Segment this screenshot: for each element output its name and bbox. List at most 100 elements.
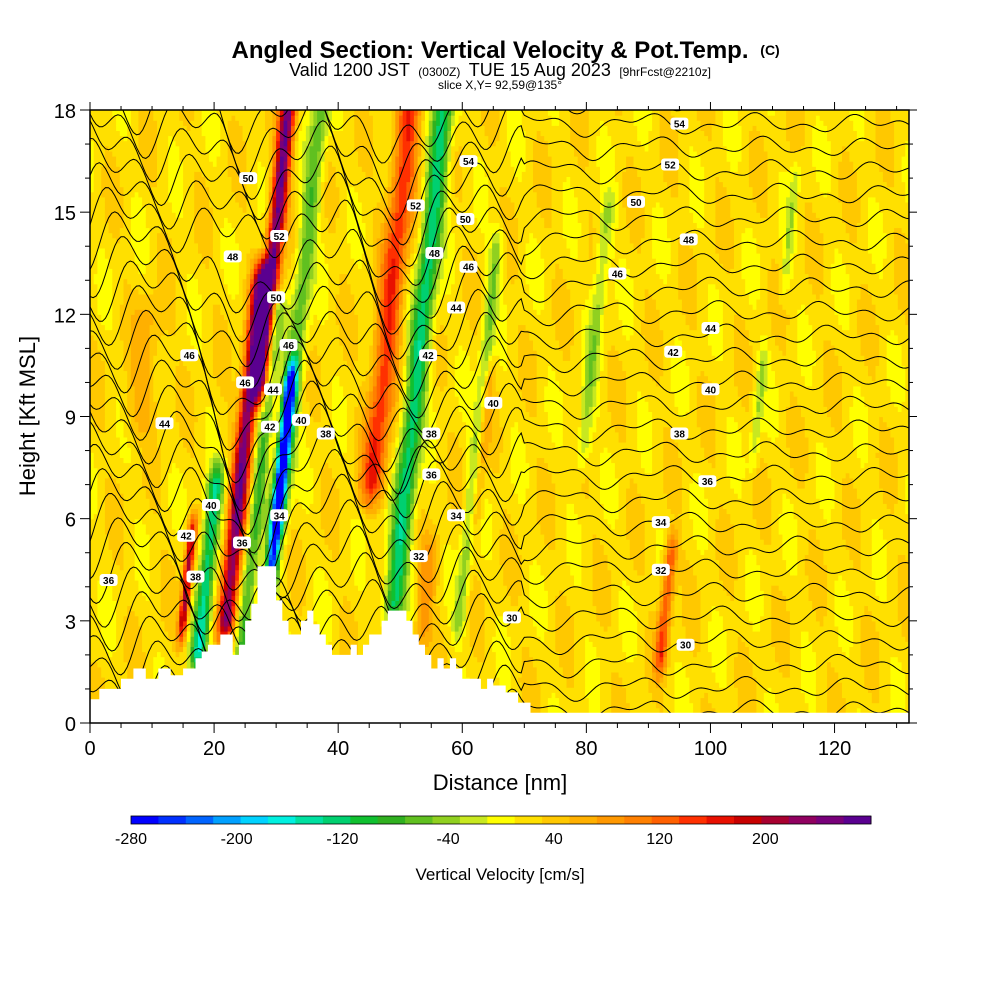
velocity-cell — [142, 191, 147, 198]
velocity-cell — [179, 339, 184, 346]
velocity-cell — [168, 656, 173, 663]
velocity-cell — [112, 539, 117, 545]
velocity-cell — [127, 186, 132, 193]
velocity-cell — [104, 186, 110, 193]
velocity-cell — [216, 391, 221, 397]
velocity-cell — [90, 452, 95, 458]
velocity-cell — [220, 171, 225, 177]
velocity-cell — [238, 391, 244, 397]
velocity-cell — [149, 431, 154, 438]
velocity-cell — [212, 176, 218, 183]
velocity-cell — [168, 406, 173, 412]
velocity-cell — [101, 513, 106, 520]
velocity-cell — [164, 482, 169, 489]
velocity-cell — [142, 253, 147, 259]
velocity-cell — [90, 472, 95, 479]
velocity-cell — [130, 120, 136, 126]
velocity-cell — [231, 314, 236, 320]
velocity-cell — [220, 406, 225, 412]
velocity-cell — [112, 385, 117, 392]
velocity-cell — [130, 406, 136, 412]
velocity-cell — [227, 528, 232, 535]
velocity-cell — [183, 574, 188, 581]
velocity-cell — [142, 523, 147, 530]
velocity-cell — [123, 339, 128, 346]
velocity-cell — [231, 513, 236, 520]
velocity-cell — [216, 110, 221, 116]
velocity-cell — [149, 559, 154, 566]
velocity-cell — [190, 442, 195, 448]
velocity-cell — [190, 396, 195, 402]
velocity-cell — [119, 329, 125, 336]
velocity-cell — [123, 488, 128, 494]
velocity-cell — [201, 237, 206, 244]
velocity-cell — [168, 268, 173, 275]
velocity-cell — [119, 559, 125, 566]
velocity-cell — [123, 564, 128, 571]
velocity-cell — [179, 671, 184, 678]
velocity-cell — [242, 605, 247, 612]
velocity-cell — [145, 447, 151, 453]
velocity-cell — [168, 580, 173, 586]
velocity-cell — [242, 631, 247, 637]
velocity-cell — [157, 625, 162, 632]
velocity-cell — [97, 569, 102, 576]
velocity-cell — [194, 156, 199, 162]
velocity-cell — [157, 656, 162, 663]
velocity-cell — [224, 140, 229, 147]
velocity-cell — [97, 110, 102, 116]
velocity-cell — [116, 631, 121, 637]
velocity-cell — [171, 610, 177, 617]
velocity-cell — [227, 391, 232, 397]
velocity-cell — [171, 421, 177, 428]
velocity-cell — [119, 421, 125, 428]
velocity-cell — [186, 375, 192, 382]
velocity-cell — [90, 595, 95, 601]
velocity-cell — [160, 120, 165, 126]
velocity-cell — [145, 370, 151, 377]
velocity-cell — [93, 191, 98, 198]
velocity-cell — [93, 590, 98, 596]
velocity-cell — [90, 150, 95, 157]
velocity-cell — [123, 278, 128, 285]
velocity-cell — [104, 212, 110, 218]
velocity-cell — [212, 247, 218, 254]
velocity-cell — [216, 600, 221, 607]
velocity-cell — [224, 125, 229, 131]
velocity-cell — [119, 334, 125, 341]
velocity-cell — [209, 314, 214, 320]
velocity-cell — [123, 237, 128, 244]
velocity-cell — [220, 273, 225, 280]
velocity-cell — [116, 319, 121, 326]
velocity-cell — [101, 401, 106, 407]
velocity-cell — [164, 125, 169, 131]
velocity-cell — [186, 181, 192, 188]
velocity-cell — [157, 135, 162, 142]
velocity-cell — [149, 539, 154, 545]
velocity-cell — [227, 186, 232, 193]
velocity-cell — [134, 641, 139, 647]
velocity-cell — [149, 247, 154, 254]
velocity-cell — [231, 350, 236, 356]
velocity-cell — [190, 207, 195, 213]
velocity-cell — [157, 442, 162, 448]
velocity-cell — [164, 452, 169, 458]
velocity-cell — [130, 370, 136, 377]
velocity-cell — [201, 493, 206, 499]
velocity-cell — [108, 620, 113, 627]
velocity-cell — [127, 350, 132, 356]
velocity-cell — [138, 242, 143, 249]
velocity-cell — [212, 385, 218, 392]
velocity-cell — [242, 447, 247, 453]
velocity-cell — [209, 559, 214, 566]
velocity-cell — [198, 518, 203, 525]
velocity-cell — [145, 569, 151, 576]
velocity-cell — [149, 125, 154, 131]
velocity-cell — [142, 554, 147, 561]
velocity-cell — [183, 201, 188, 208]
velocity-cell — [145, 130, 151, 137]
velocity-cell — [212, 467, 218, 474]
velocity-cell — [198, 145, 203, 152]
velocity-cell — [116, 120, 121, 126]
velocity-cell — [179, 201, 184, 208]
